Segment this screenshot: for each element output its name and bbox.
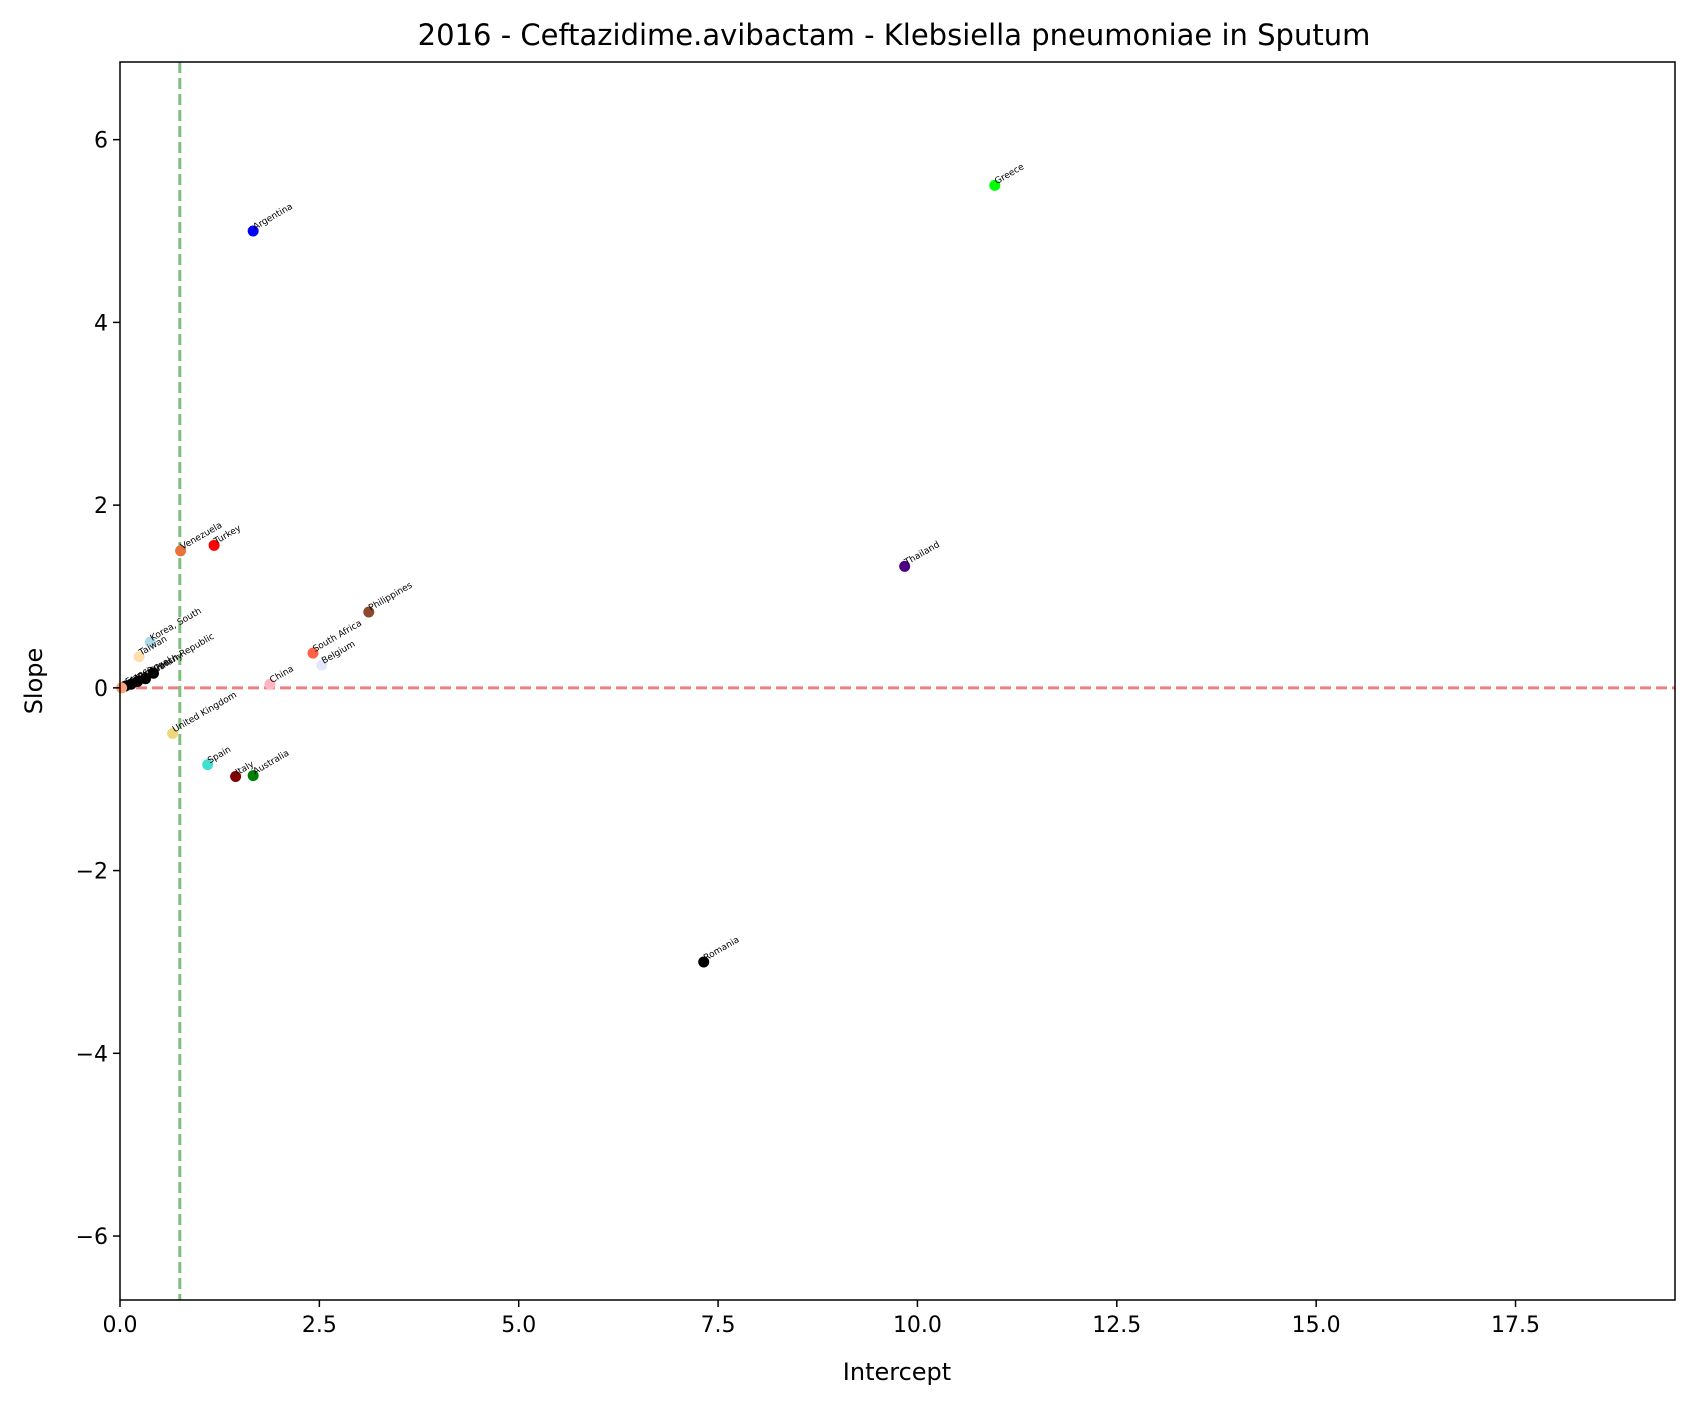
y-axis-ticks: −6 −4 −2 0 2 4 6 [76,129,120,1250]
x-tick-label: 15.0 [1292,1313,1341,1338]
y-tick-label: 4 [94,311,108,336]
y-tick-label: −4 [76,1042,108,1067]
x-tick-label: 2.5 [302,1313,337,1338]
data-point [144,636,156,648]
x-tick-label: 0.0 [103,1313,138,1338]
y-axis-label: Slope [20,648,48,715]
data-point [363,606,375,618]
x-axis-ticks: 0.0 2.5 5.0 7.5 10.0 12.5 15.0 17.5 [103,1300,1540,1338]
y-tick-label: 6 [94,129,108,154]
reference-lines [120,62,1675,1300]
x-tick-label: 17.5 [1491,1313,1540,1338]
data-point [116,682,128,694]
data-point [264,678,276,690]
data-point [698,956,710,968]
y-tick-label: −2 [76,860,108,885]
data-points [116,179,1001,968]
data-point [989,179,1001,191]
data-point [202,759,214,771]
y-tick-label: −6 [76,1225,108,1250]
x-tick-label: 10.0 [893,1313,942,1338]
x-tick-label: 7.5 [701,1313,736,1338]
x-tick-label: 5.0 [501,1313,536,1338]
data-point [247,225,259,237]
y-tick-label: 0 [94,677,108,702]
data-point [147,667,159,679]
data-point [175,545,187,557]
data-point [167,728,179,740]
data-point [316,659,328,671]
x-axis-label: Intercept [843,1358,951,1386]
data-point [133,651,145,663]
y-tick-label: 2 [94,494,108,519]
chart-title: 2016 - Ceftazidime.avibactam - Klebsiell… [418,18,1371,52]
x-tick-label: 12.5 [1092,1313,1141,1338]
plot-frame [119,61,1676,1301]
data-point [230,770,242,782]
data-point [208,539,220,551]
data-point [247,770,259,782]
data-point [899,560,911,572]
data-point [307,647,319,659]
